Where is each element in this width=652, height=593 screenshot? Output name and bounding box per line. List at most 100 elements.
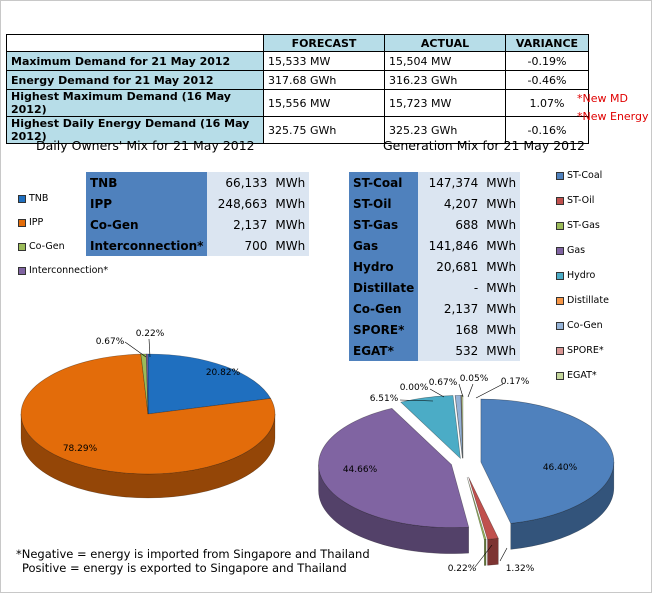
legend-item: EGAT*: [556, 370, 597, 381]
new-md-note: *New MD: [577, 92, 628, 105]
legend-swatch: [18, 194, 26, 203]
leader-line: [148, 338, 151, 358]
mix-name: EGAT*: [349, 340, 419, 361]
table-row: Co-Gen 2,137 MWh: [86, 214, 310, 235]
table-row: ST-Gas 688 MWh: [349, 214, 521, 235]
slice-label: 0.00%: [400, 383, 429, 393]
legend-label: IPP: [29, 217, 44, 228]
mix-name: ST-Coal: [349, 172, 419, 193]
mix-value: 66,133: [207, 172, 272, 193]
slice-label: 44.66%: [343, 465, 378, 475]
variance-cell: -0.19%: [505, 51, 589, 71]
legend-label: SPORE*: [567, 345, 604, 356]
pie-slice: [466, 476, 487, 540]
slice-label: 6.51%: [370, 394, 399, 404]
mix-name: Co-Gen: [86, 214, 208, 235]
footnote-line-2: Positive = energy is exported to Singapo…: [22, 561, 347, 575]
legend-item: IPP: [18, 217, 43, 228]
owners-mix-table: TNB 66,133 MWh IPP 248,663 MWh Co-Gen 2,137 MW…: [86, 172, 310, 256]
mix-unit: MWh: [482, 172, 521, 193]
legend-item: Co-Gen: [556, 320, 603, 331]
legend-swatch: [556, 196, 564, 205]
slice-label: 0.17%: [501, 377, 530, 387]
legend-label: TNB: [29, 193, 49, 204]
leader-line: [124, 341, 147, 358]
pie-slice: [468, 476, 499, 540]
table-row: Maximum Demand for 21 May 2012 15,533 MW…: [6, 51, 589, 71]
table-row: Gas 141,846 MWh: [349, 235, 521, 256]
pie-slice: [400, 395, 461, 460]
slice-label: 46.40%: [543, 463, 578, 473]
legend-swatch: [556, 321, 564, 330]
legend-label: Co-Gen: [567, 320, 603, 331]
leader-line: [475, 383, 504, 399]
actual-cell: 325.23 GWh: [384, 116, 506, 144]
pie-slice: [20, 353, 276, 475]
mix-unit: MWh: [271, 193, 310, 214]
slice-label: 1.32%: [506, 564, 535, 574]
legend-item: Interconnection*: [18, 265, 108, 276]
mix-value: 147,374: [418, 172, 483, 193]
mix-unit: MWh: [482, 214, 521, 235]
mix-value: 248,663: [207, 193, 272, 214]
legend-item: Distillate: [556, 295, 609, 306]
legend-label: Interconnection*: [29, 265, 109, 276]
leader-line: [429, 388, 445, 398]
legend-label: Hydro: [567, 270, 596, 281]
mix-value: 4,207: [418, 193, 483, 214]
mix-unit: MWh: [482, 277, 521, 298]
header-actual: ACTUAL: [384, 34, 506, 52]
legend-swatch: [556, 221, 564, 230]
pie-slice: [480, 398, 615, 524]
pie-slice: [147, 353, 272, 415]
pie-slice-side: [487, 538, 499, 566]
actual-cell: 15,504 MW: [384, 51, 506, 71]
variance-cell: 1.07%: [505, 89, 589, 117]
table-row: Highest Daily Energy Demand (16 May 2012…: [6, 116, 589, 144]
mix-value: -: [418, 277, 483, 298]
legend-label: ST-Oil: [567, 195, 595, 206]
legend-label: EGAT*: [567, 370, 597, 381]
demand-summary-table: FORECAST ACTUAL VARIANCE Maximum Demand …: [6, 34, 589, 144]
header-variance: VARIANCE: [505, 34, 589, 52]
mix-unit: MWh: [271, 235, 310, 256]
legend-item: TNB: [18, 193, 48, 204]
mix-unit: MWh: [482, 256, 521, 277]
mix-name: ST-Gas: [349, 214, 419, 235]
legend-label: Distillate: [567, 295, 609, 306]
legend-swatch: [556, 171, 564, 180]
mix-unit: MWh: [482, 340, 521, 361]
mix-name: Distillate: [349, 277, 419, 298]
pie-slice: [460, 394, 464, 459]
row-label: Energy Demand for 21 May 2012: [6, 70, 264, 90]
row-label: Highest Daily Energy Demand (16 May 2012…: [6, 116, 264, 144]
legend-item: ST-Gas: [556, 220, 600, 231]
legend-item: SPORE*: [556, 345, 604, 356]
legend-item: ST-Coal: [556, 170, 602, 181]
mix-value: 168: [418, 319, 483, 340]
slice-label: 0.67%: [429, 378, 458, 388]
mix-unit: MWh: [482, 298, 521, 319]
pie-slice: [454, 394, 463, 459]
pie-slice: [140, 353, 149, 415]
mix-unit: MWh: [482, 193, 521, 214]
slice-label: 0.22%: [448, 564, 477, 574]
legend-item: Co-Gen: [18, 241, 65, 252]
table-header-row: FORECAST ACTUAL VARIANCE: [6, 34, 589, 52]
legend-item: Gas: [556, 245, 585, 256]
table-row: ST-Coal 147,374 MWh: [349, 172, 521, 193]
forecast-cell: 325.75 GWh: [263, 116, 385, 144]
table-row: Interconnection* 700 MWh: [86, 235, 310, 256]
legend-item: Hydro: [556, 270, 595, 281]
leader-line: [399, 399, 434, 402]
leader-line: [458, 383, 464, 398]
legend-label: ST-Gas: [567, 220, 600, 231]
header-blank: [6, 34, 264, 52]
generation-mix-table: ST-Coal 147,374 MWh ST-Oil 4,207 MWh ST-Gas 6…: [349, 172, 521, 361]
legend-swatch: [556, 371, 564, 380]
actual-cell: 316.23 GWh: [384, 70, 506, 90]
table-row: EGAT* 532 MWh: [349, 340, 521, 361]
leader-line: [499, 547, 508, 562]
mix-unit: MWh: [482, 235, 521, 256]
